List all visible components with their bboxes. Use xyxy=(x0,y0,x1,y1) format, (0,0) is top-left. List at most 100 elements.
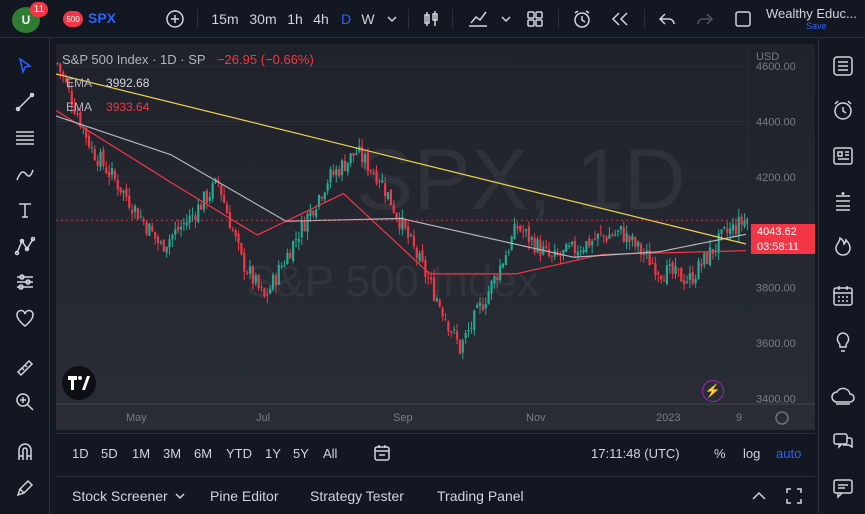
candle-body xyxy=(450,331,453,333)
flame-icon xyxy=(835,236,851,256)
collapse-panel-button[interactable] xyxy=(750,477,768,514)
indicators-button[interactable] xyxy=(464,0,492,38)
tradingview-logo[interactable] xyxy=(62,366,96,400)
alerts-panel-button[interactable] xyxy=(829,96,857,124)
candle-body xyxy=(464,332,467,339)
cursor-tool[interactable] xyxy=(12,54,38,78)
screener-dropdown[interactable] xyxy=(174,477,186,514)
candle-body xyxy=(639,244,643,255)
lock-drawings-tool[interactable] xyxy=(12,476,38,500)
range-5d[interactable]: 5D xyxy=(101,445,118,461)
interval-d[interactable]: D xyxy=(340,11,352,27)
calendar-button[interactable] xyxy=(829,282,857,310)
candle-body xyxy=(122,190,125,193)
candle-body xyxy=(260,286,263,288)
candle-body xyxy=(113,170,116,180)
candle-body xyxy=(108,171,111,177)
list-icon xyxy=(833,56,853,76)
date-range-button[interactable] xyxy=(372,434,392,472)
magnet-tool[interactable] xyxy=(12,440,38,464)
fullscreen-chart-button[interactable] xyxy=(730,0,756,38)
symbol-search[interactable]: SPX xyxy=(88,10,117,26)
candle-body xyxy=(76,113,79,116)
fib-retracement-icon xyxy=(16,131,34,145)
interval-w[interactable]: W xyxy=(361,11,375,27)
range-6m[interactable]: 6M xyxy=(194,445,213,461)
candle-body xyxy=(154,231,157,239)
price-chart[interactable]: SPX, 1D S&P 500 Index May Jul Sep Nov 2023 9 xyxy=(55,44,815,430)
notifications-button[interactable] xyxy=(829,474,857,502)
candle-body xyxy=(266,294,269,296)
measure-tool[interactable] xyxy=(12,356,38,380)
trend-line-tool[interactable] xyxy=(12,90,38,114)
interval-1h[interactable]: 1h xyxy=(287,11,303,27)
tab-stock-screener[interactable]: Stock Screener xyxy=(72,488,168,504)
candle-body xyxy=(605,236,608,242)
range-5y[interactable]: 5Y xyxy=(293,445,309,461)
interval-4h[interactable]: 4h xyxy=(313,11,329,27)
chevron-down-icon xyxy=(175,493,185,500)
interval-dropdown[interactable] xyxy=(384,0,400,38)
auto-scale-toggle[interactable]: auto xyxy=(776,445,802,461)
candle-body xyxy=(631,236,634,241)
price-axis[interactable]: USD 4600.00 4400.00 4200.00 3800.00 3600.00 3… xyxy=(747,44,815,430)
candle-body xyxy=(522,231,525,233)
ema-value: 3992.68 xyxy=(106,76,150,90)
interval-15m[interactable]: 15m xyxy=(211,11,239,27)
ema-legend-1[interactable]: EMA 3992.68 xyxy=(66,76,149,90)
watchlist-button[interactable] xyxy=(829,52,857,80)
range-1m[interactable]: 1M xyxy=(132,445,151,461)
candle-body xyxy=(545,246,548,248)
zoom-tool[interactable] xyxy=(12,390,38,414)
interval-30m[interactable]: 30m xyxy=(249,11,277,27)
candle-body xyxy=(223,195,226,203)
candle-body xyxy=(200,204,203,210)
candle-body xyxy=(550,255,553,257)
range-ytd[interactable]: YTD xyxy=(226,445,252,461)
hotlist-button[interactable] xyxy=(829,232,857,260)
utc-clock[interactable]: 17:11:48 (UTC) xyxy=(591,445,680,461)
brush-tool[interactable] xyxy=(12,162,38,186)
redo-button[interactable] xyxy=(692,0,718,38)
fib-tool[interactable] xyxy=(12,126,38,150)
undo-button[interactable] xyxy=(654,0,680,38)
chart-legend[interactable]: S&P 500 Index · 1D · SP −26.95 (−0.66%) xyxy=(62,52,314,67)
layout-name[interactable]: Wealthy Educ... Save xyxy=(766,6,864,31)
range-1y[interactable]: 1Y xyxy=(265,445,281,461)
candle-body xyxy=(389,189,392,206)
alert-button[interactable] xyxy=(568,0,596,38)
range-all[interactable]: All xyxy=(323,445,338,461)
chart-type-button[interactable] xyxy=(418,0,444,38)
candle-body xyxy=(596,233,599,239)
data-window-button[interactable] xyxy=(829,188,857,216)
candle-body xyxy=(208,197,211,201)
layout-button[interactable] xyxy=(522,0,548,38)
chats-button[interactable] xyxy=(829,428,857,456)
add-symbol-button[interactable] xyxy=(162,0,188,38)
candle-body xyxy=(386,192,390,199)
ideas-button[interactable] xyxy=(829,328,857,356)
pattern-tool[interactable] xyxy=(12,234,38,258)
percent-toggle[interactable]: % xyxy=(714,445,726,461)
news-button[interactable] xyxy=(829,142,857,170)
x-tick-label: May xyxy=(126,412,147,424)
replay-button[interactable] xyxy=(606,0,634,38)
streams-button[interactable] xyxy=(829,382,857,410)
tab-trading-panel[interactable]: Trading Panel xyxy=(437,488,524,504)
tab-strategy-tester[interactable]: Strategy Tester xyxy=(310,488,404,504)
favorites-tool[interactable] xyxy=(12,306,38,330)
log-toggle[interactable]: log xyxy=(743,445,761,461)
tab-pine-editor[interactable]: Pine Editor xyxy=(210,488,279,504)
indicators-dropdown[interactable] xyxy=(498,0,514,38)
candle-body xyxy=(79,112,82,128)
range-3m[interactable]: 3M xyxy=(163,445,182,461)
lightning-icon[interactable]: ⚡ xyxy=(702,380,724,402)
candle-body xyxy=(306,213,309,232)
ema-legend-2[interactable]: EMA 3933.64 xyxy=(66,100,149,114)
maximize-panel-button[interactable] xyxy=(785,477,803,514)
text-tool[interactable] xyxy=(12,198,38,222)
chart-pane[interactable]: SPX, 1D S&P 500 Index May Jul Sep Nov 2023 9 xyxy=(55,44,815,430)
prediction-tool[interactable] xyxy=(12,270,38,294)
save-button[interactable]: Save xyxy=(806,21,827,31)
range-1d[interactable]: 1D xyxy=(72,445,89,461)
